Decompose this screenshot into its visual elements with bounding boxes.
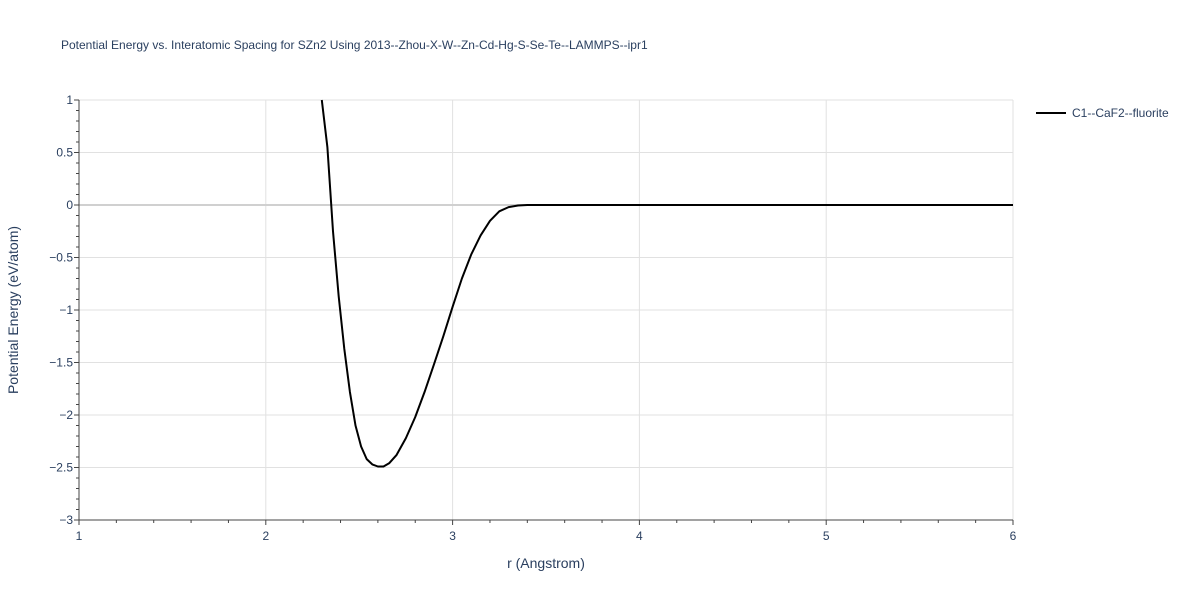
- y-tick-label: −1: [59, 303, 73, 317]
- x-tick-label: 4: [636, 529, 643, 543]
- legend[interactable]: C1--CaF2--fluorite: [1036, 106, 1169, 120]
- y-tick-label: 1: [66, 93, 73, 107]
- x-axis-title: r (Angstrom): [507, 555, 585, 571]
- y-tick-label: −1.5: [49, 356, 73, 370]
- y-tick-label: −2.5: [49, 461, 73, 475]
- y-gridlines: [79, 99, 1013, 468]
- y-tick-label: −0.5: [49, 251, 73, 265]
- x-tick-label: 3: [449, 529, 456, 543]
- axes: [74, 99, 1014, 525]
- x-tick-label: 1: [76, 529, 83, 543]
- y-tick-label: −3: [59, 513, 73, 527]
- x-tick-label: 2: [262, 529, 269, 543]
- legend-series-label: C1--CaF2--fluorite: [1072, 106, 1169, 120]
- x-tick-label: 6: [1010, 529, 1017, 543]
- y-axis-title: Potential Energy (eV/atom): [5, 226, 21, 394]
- series-layer: [320, 99, 1013, 468]
- x-tick-labels: 1 2 3 4 5 6: [76, 529, 1017, 543]
- y-tick-labels: 1 0.5 0 −0.5 −1 −1.5 −2 −2.5 −3: [49, 93, 73, 527]
- x-tick-label: 5: [823, 529, 830, 543]
- legend-line-swatch: [1036, 112, 1066, 114]
- y-tick-label: 0.5: [56, 146, 73, 160]
- series-line: [320, 99, 1013, 468]
- chart-title: Potential Energy vs. Interatomic Spacing…: [61, 38, 648, 52]
- y-tick-label: −2: [59, 408, 73, 422]
- y-tick-label: 0: [66, 198, 73, 212]
